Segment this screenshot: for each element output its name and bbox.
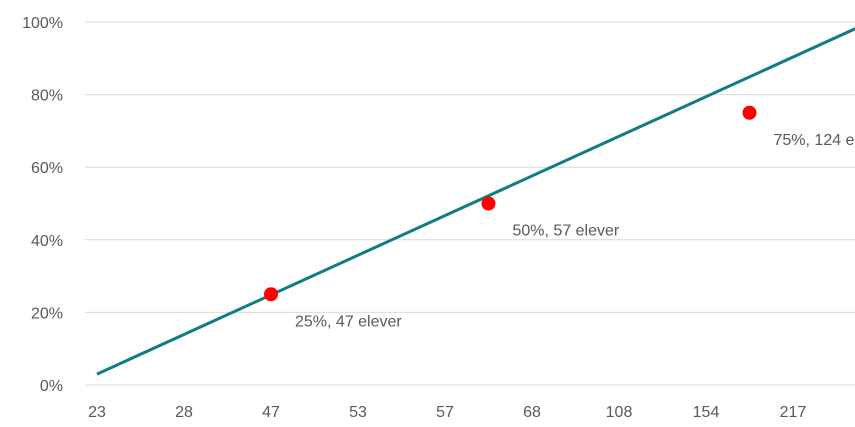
- data-point-marker: [743, 106, 757, 120]
- x-tick-label: 217: [780, 404, 807, 421]
- y-tick-label: 0%: [40, 378, 63, 395]
- x-tick-label: 23: [88, 404, 106, 421]
- x-tick-label: 154: [693, 404, 720, 421]
- gridlines: [85, 22, 855, 312]
- x-tick-label: 108: [606, 404, 633, 421]
- data-label: 25%, 47 elever: [295, 313, 402, 330]
- series-line: [97, 22, 855, 374]
- y-tick-label: 80%: [31, 88, 63, 105]
- series-line: [97, 22, 855, 374]
- x-tick-label: 47: [262, 404, 280, 421]
- x-tick-label: 68: [523, 404, 541, 421]
- data-point-marker: [482, 197, 496, 211]
- y-tick-label: 20%: [31, 305, 63, 322]
- x-tick-label: 57: [436, 404, 454, 421]
- data-point-marker: [264, 287, 278, 301]
- y-tick-label: 40%: [31, 233, 63, 250]
- data-label: 50%, 57 elever: [513, 223, 620, 240]
- markers: [264, 106, 757, 302]
- data-labels: 25%, 47 elever 50%, 57 elever 75%, 124 ele…: [295, 132, 855, 331]
- data-label: 75%, 124 elever: [774, 132, 855, 149]
- x-tick-label: 28: [175, 404, 193, 421]
- x-tick-label: 53: [349, 404, 367, 421]
- y-tick-label: 100%: [22, 15, 63, 32]
- y-tick-label: 60%: [31, 160, 63, 177]
